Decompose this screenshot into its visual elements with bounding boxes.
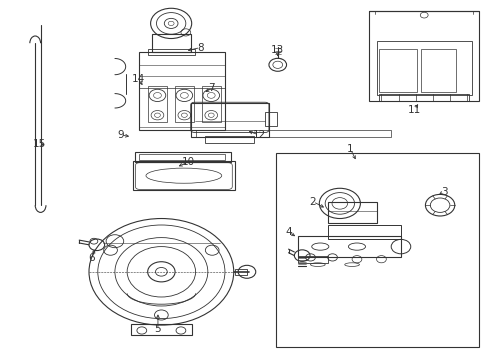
Bar [376, 41, 471, 95]
Bar [327, 202, 376, 223]
Bar [298, 236, 400, 257]
Bar [131, 324, 191, 335]
Bar [139, 52, 224, 130]
Text: 7: 7 [207, 83, 214, 93]
Text: 14: 14 [131, 74, 145, 84]
Text: 1: 1 [346, 144, 353, 154]
Bar [378, 94, 468, 101]
Bar [298, 256, 327, 263]
Bar [135, 152, 230, 162]
Bar [202, 86, 220, 122]
Text: 3: 3 [440, 186, 447, 197]
Bar [139, 154, 224, 160]
Bar [368, 11, 478, 101]
Text: 15: 15 [32, 139, 46, 149]
Bar [133, 161, 235, 190]
Text: 13: 13 [270, 45, 284, 55]
Text: 5: 5 [154, 324, 161, 334]
Bar [378, 49, 416, 92]
Bar [151, 34, 190, 52]
Text: 10: 10 [182, 157, 194, 167]
Bar [234, 269, 246, 275]
Text: 11: 11 [407, 105, 421, 115]
Bar [147, 49, 194, 55]
Bar [175, 86, 193, 122]
Bar [190, 103, 268, 137]
Text: 12: 12 [252, 130, 265, 140]
Bar [276, 153, 478, 347]
Bar [148, 86, 166, 122]
Text: 9: 9 [117, 130, 124, 140]
Text: 2: 2 [309, 197, 316, 207]
Text: 6: 6 [88, 253, 95, 264]
Bar [420, 49, 455, 92]
Bar [205, 136, 254, 143]
Text: 4: 4 [285, 227, 291, 237]
Bar [327, 225, 400, 239]
Bar [195, 130, 390, 137]
Bar [264, 112, 277, 126]
Text: 8: 8 [197, 42, 203, 53]
